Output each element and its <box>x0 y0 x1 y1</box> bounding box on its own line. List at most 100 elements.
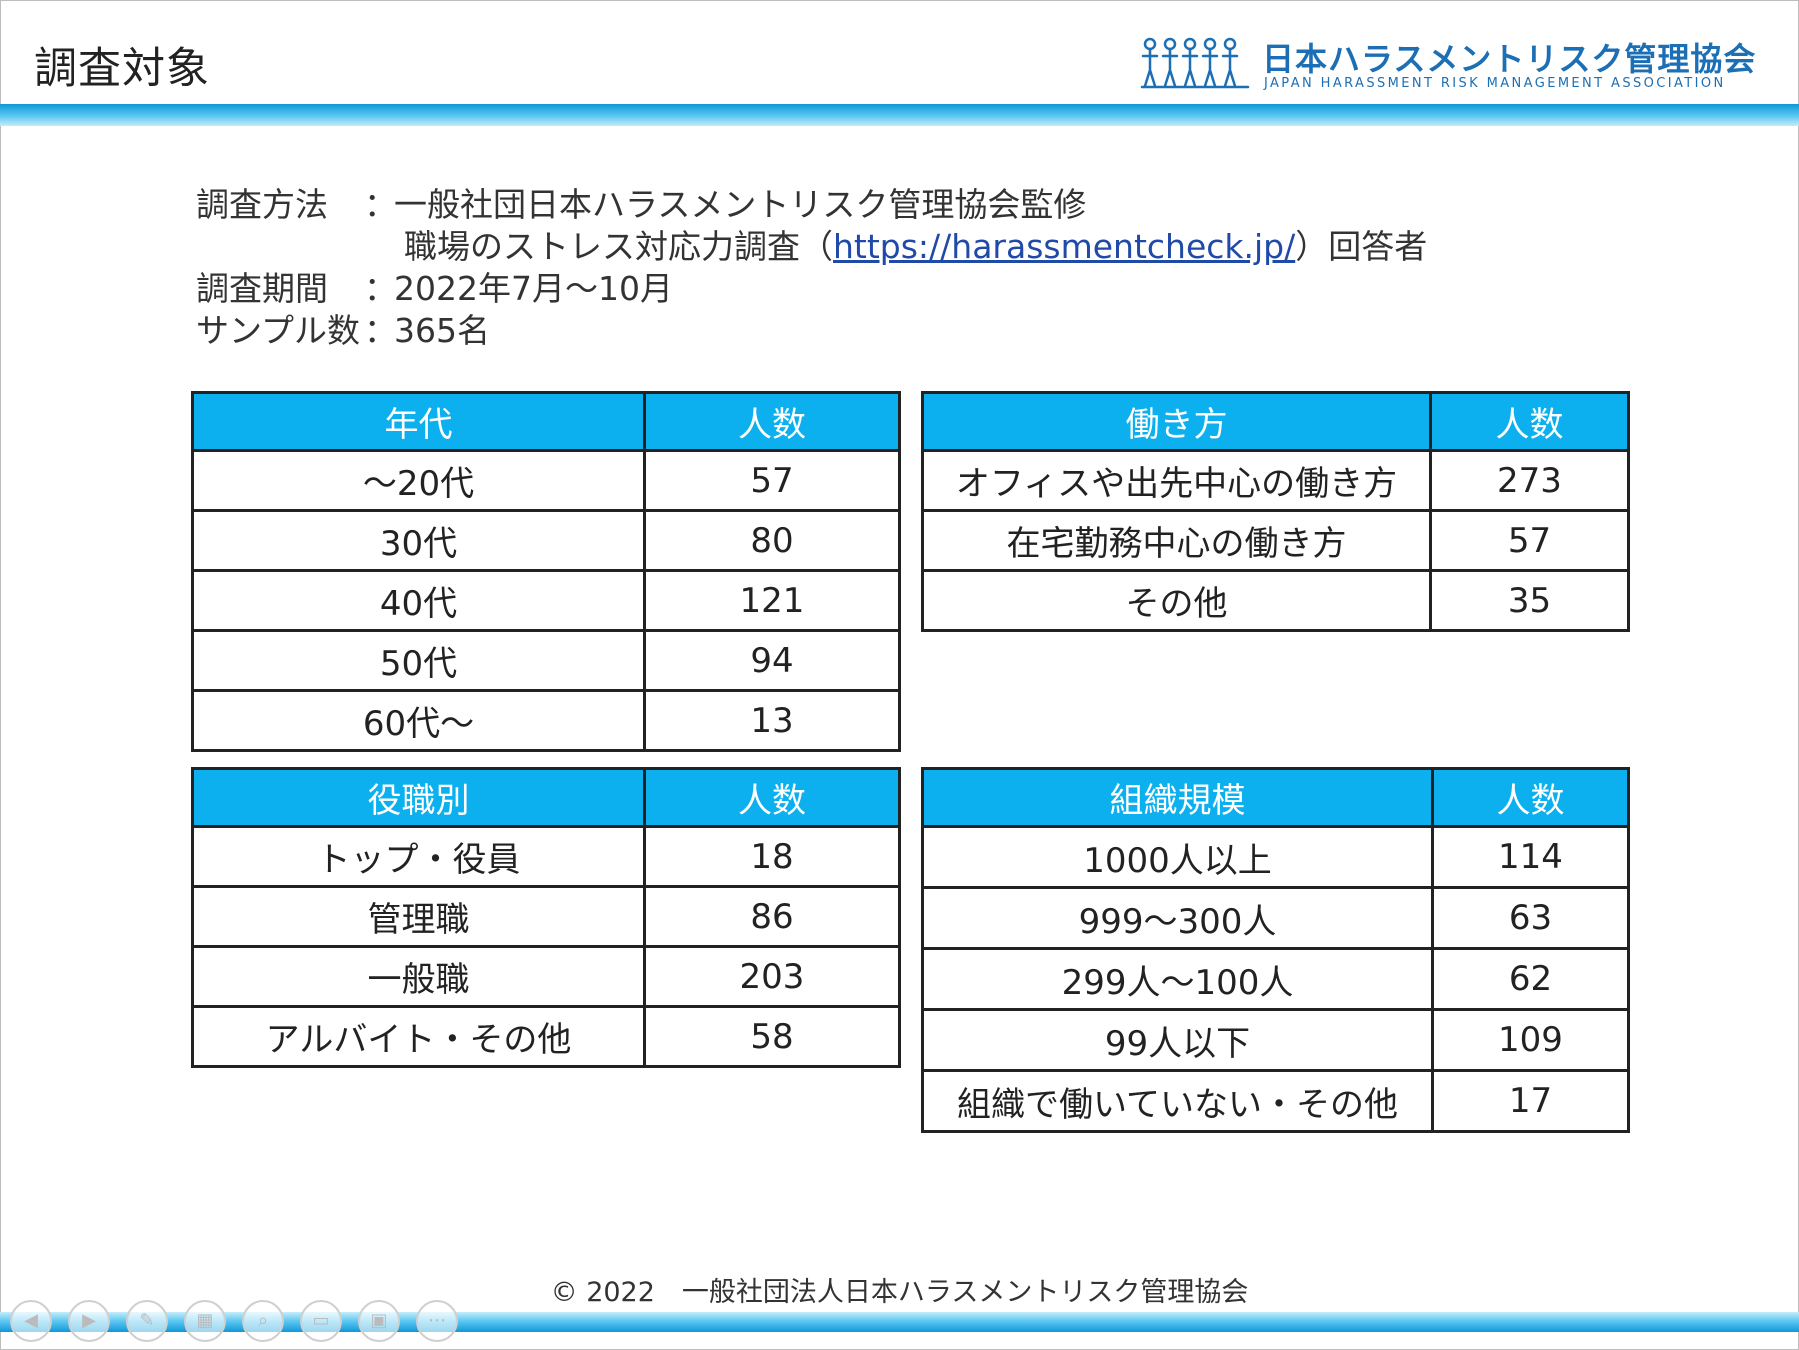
table-cell-label: オフィスや出先中心の働き方 <box>921 449 1432 512</box>
table-row: 60代～ 13 <box>191 689 901 752</box>
table-cell-label: 50代 <box>191 629 646 692</box>
table-cell-count: 13 <box>643 689 901 752</box>
logo-name-en: JAPAN HARASSMENT RISK MANAGEMENT ASSOCIA… <box>1264 76 1726 91</box>
table-cell-label: 在宅勤務中心の働き方 <box>921 509 1432 572</box>
table-cell-label: 40代 <box>191 569 646 632</box>
table-row: 99人以下 109 <box>921 1008 1630 1072</box>
table-row: 50代 94 <box>191 629 901 692</box>
table-cell-label: 30代 <box>191 509 646 572</box>
table-cell-label: 60代～ <box>191 689 646 752</box>
table-header-cell: 人数 <box>1429 391 1630 452</box>
pen-tool-button[interactable]: ✎ <box>126 1300 168 1342</box>
association-logo: 日本ハラスメントリスク管理協会 JAPAN HARASSMENT RISK MA… <box>1140 34 1760 94</box>
grid-icon: ▦ <box>196 1310 214 1331</box>
table-row: 1000人以上 114 <box>921 825 1630 889</box>
table-row: オフィスや出先中心の働き方 273 <box>921 449 1630 512</box>
people-logo-icon <box>1140 37 1250 89</box>
caption-icon: ▭ <box>312 1310 330 1331</box>
table-cell-count: 63 <box>1431 886 1630 950</box>
table-cell-label: 999～300人 <box>921 886 1434 950</box>
table-cell-count: 114 <box>1431 825 1630 889</box>
method-line2: 職場のストレス対応力調査（https://harassmentcheck.jp/… <box>404 220 1427 268</box>
table-header-row: 組織規模 人数 <box>921 767 1630 828</box>
table-cell-count: 58 <box>643 1005 901 1068</box>
table-cell-count: 80 <box>643 509 901 572</box>
table-header-cell: 働き方 <box>921 391 1432 452</box>
table-cell-count: 57 <box>1429 509 1630 572</box>
table-cell-count: 273 <box>1429 449 1630 512</box>
position-table: 役職別 人数 トップ・役員 18 管理職 86 一般職 203 アルバイト・その他 58 <box>191 767 901 1068</box>
previous-slide-button[interactable]: ◀ <box>10 1300 52 1342</box>
page-title: 調査対象 <box>34 44 210 94</box>
table-cell-label: 299人～100人 <box>921 947 1434 1011</box>
method-label: 調査方法 <box>196 185 328 224</box>
table-cell-count: 94 <box>643 629 901 692</box>
table-cell-label: トップ・役員 <box>191 825 646 888</box>
table-row: 40代 121 <box>191 569 901 632</box>
copyright-footer: © 2022 一般社団法人日本ハラスメントリスク管理協会 <box>550 1277 1249 1308</box>
table-cell-label: 99人以下 <box>921 1008 1434 1072</box>
header-accent-band <box>0 104 1799 126</box>
table-cell-label: 組織で働いていない・その他 <box>921 1069 1434 1133</box>
period-colon: ： <box>364 269 397 308</box>
table-row: ～20代 57 <box>191 449 901 512</box>
sample-colon: ： <box>364 311 397 350</box>
subtitles-button[interactable]: ▭ <box>300 1300 342 1342</box>
table-cell-count: 57 <box>643 449 901 512</box>
table-row: その他 35 <box>921 569 1630 632</box>
survey-link[interactable]: https://harassmentcheck.jp/ <box>833 227 1296 266</box>
table-row: トップ・役員 18 <box>191 825 901 888</box>
table-row: 299人～100人 62 <box>921 947 1630 1011</box>
table-header-row: 年代 人数 <box>191 391 901 452</box>
camera-icon: ▣ <box>370 1310 388 1331</box>
ellipsis-icon: ⋯ <box>428 1310 446 1331</box>
age-table: 年代 人数 ～20代 57 30代 80 40代 121 50代 94 60代～ 13 <box>191 391 901 752</box>
table-row: 組織で働いていない・その他 17 <box>921 1069 1630 1133</box>
table-cell-count: 203 <box>643 945 901 1008</box>
arrow-right-icon: ▶ <box>82 1310 96 1331</box>
method-colon: ： <box>364 185 397 224</box>
table-header-cell: 組織規模 <box>921 767 1434 828</box>
organization-size-table: 組織規模 人数 1000人以上 114 999～300人 63 299人～100人 6… <box>921 767 1630 1133</box>
table-cell-count: 18 <box>643 825 901 888</box>
table-cell-count: 17 <box>1431 1069 1630 1133</box>
method-line2-suffix: ）回答者 <box>1295 227 1428 266</box>
table-header-cell: 人数 <box>643 391 901 452</box>
table-row: アルバイト・その他 58 <box>191 1005 901 1068</box>
table-header-cell: 人数 <box>1431 767 1630 828</box>
table-row: 999～300人 63 <box>921 886 1630 950</box>
table-cell-label: その他 <box>921 569 1432 632</box>
table-cell-label: 1000人以上 <box>921 825 1434 889</box>
table-header-cell: 人数 <box>643 767 901 828</box>
table-header-row: 役職別 人数 <box>191 767 901 828</box>
arrow-left-icon: ◀ <box>24 1310 38 1331</box>
magnifier-icon: ⌕ <box>257 1310 269 1331</box>
table-cell-count: 86 <box>643 885 901 948</box>
method-line2-prefix: 職場のストレス対応力調査（ <box>404 227 833 266</box>
table-row: 在宅勤務中心の働き方 57 <box>921 509 1630 572</box>
table-cell-label: 一般職 <box>191 945 646 1008</box>
period-label: 調査期間 <box>196 269 328 308</box>
pen-icon: ✎ <box>139 1310 155 1331</box>
zoom-button[interactable]: ⌕ <box>242 1300 284 1342</box>
next-slide-button[interactable]: ▶ <box>68 1300 110 1342</box>
table-header-cell: 年代 <box>191 391 646 452</box>
table-header-row: 働き方 人数 <box>921 391 1630 452</box>
sample-value: 365名 <box>394 311 490 350</box>
method-line1: 一般社団日本ハラスメントリスク管理協会監修 <box>394 185 1087 224</box>
table-cell-label: ～20代 <box>191 449 646 512</box>
all-slides-button[interactable]: ▦ <box>184 1300 226 1342</box>
table-cell-count: 62 <box>1431 947 1630 1011</box>
period-value: 2022年7月～10月 <box>394 269 673 308</box>
table-row: 30代 80 <box>191 509 901 572</box>
table-cell-label: 管理職 <box>191 885 646 948</box>
table-row: 一般職 203 <box>191 945 901 1008</box>
more-options-button[interactable]: ⋯ <box>416 1300 458 1342</box>
table-row: 管理職 86 <box>191 885 901 948</box>
work-style-table: 働き方 人数 オフィスや出先中心の働き方 273 在宅勤務中心の働き方 57 その他… <box>921 391 1630 632</box>
table-cell-label: アルバイト・その他 <box>191 1005 646 1068</box>
camera-toggle-button[interactable]: ▣ <box>358 1300 400 1342</box>
table-cell-count: 35 <box>1429 569 1630 632</box>
table-header-cell: 役職別 <box>191 767 646 828</box>
table-cell-count: 121 <box>643 569 901 632</box>
